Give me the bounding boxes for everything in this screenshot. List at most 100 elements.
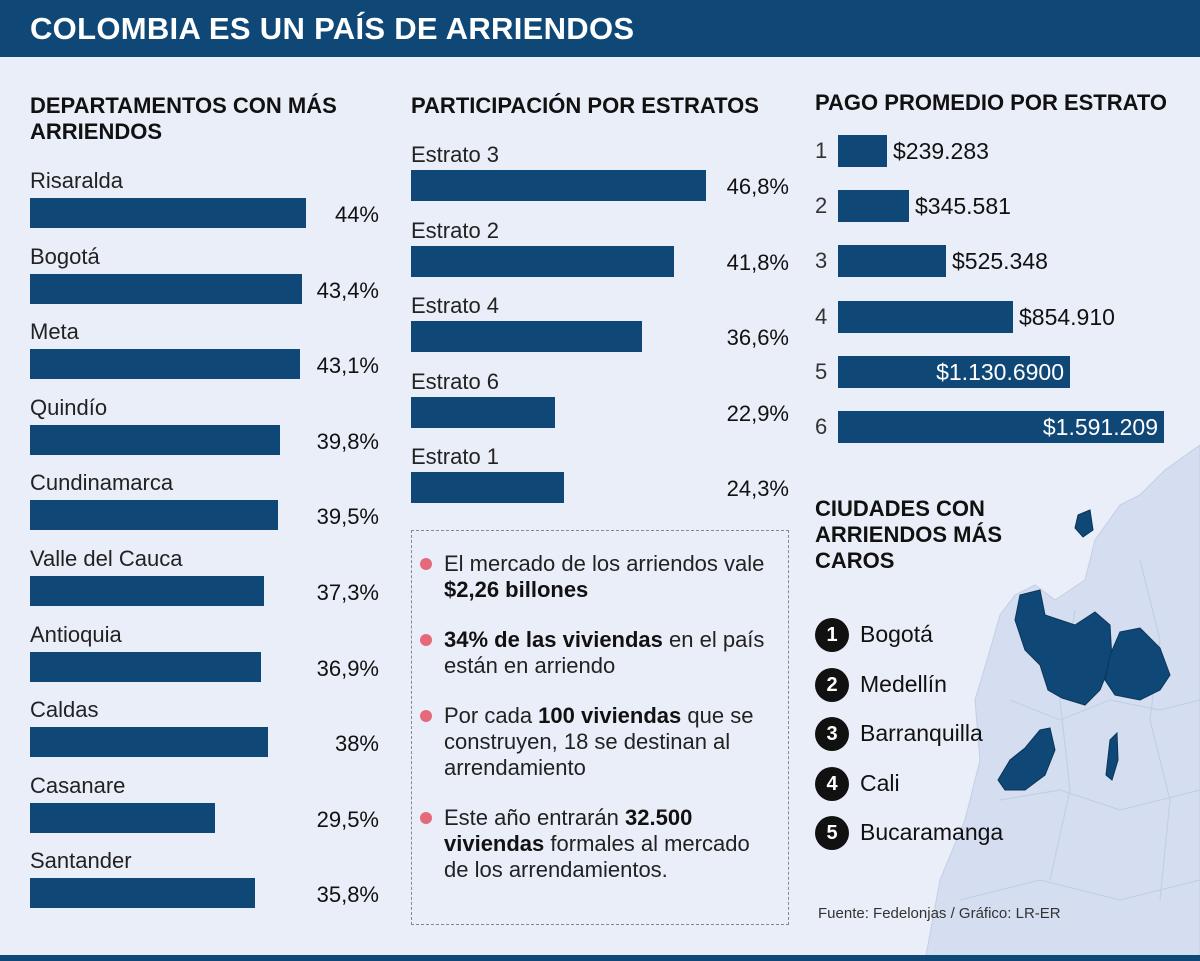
estrato-bar bbox=[411, 396, 555, 428]
page-title: COLOMBIA ES UN PAÍS DE ARRIENDOS bbox=[30, 11, 635, 46]
bullet-dot bbox=[420, 812, 432, 824]
dept-label: Santander bbox=[30, 848, 132, 874]
dept-bar bbox=[30, 651, 261, 682]
note-text: Este año entrarán bbox=[444, 805, 626, 830]
pago-estrato-index: 4 bbox=[815, 303, 828, 329]
bullet-dot bbox=[420, 634, 432, 646]
dept-value: 37,3% bbox=[316, 580, 379, 605]
estrato-bar bbox=[411, 472, 564, 504]
note-item: Este año entrarán 32.500 viviendas forma… bbox=[420, 805, 774, 883]
dept-label: Antioquia bbox=[30, 621, 122, 647]
pago-title: PAGO PROMEDIO POR ESTRATO bbox=[815, 90, 1168, 115]
map-borders bbox=[959, 559, 1200, 901]
estrato-bar bbox=[411, 170, 706, 201]
dept-bar bbox=[30, 802, 215, 833]
region-santander bbox=[1104, 627, 1171, 701]
map-land bbox=[924, 444, 1200, 961]
pago-estrato-index: 6 bbox=[815, 414, 828, 439]
bullet-dot bbox=[420, 558, 432, 570]
note-item: Por cada 100 viviendas que se construyen… bbox=[420, 703, 774, 781]
estrato-value: 24,3% bbox=[726, 476, 789, 502]
city-rank-badge: 4 bbox=[815, 766, 849, 801]
dept-bar bbox=[30, 198, 306, 228]
estrato-value: 36,6% bbox=[726, 325, 789, 351]
city-rank-badge: 3 bbox=[815, 717, 849, 751]
dept-bar bbox=[30, 273, 302, 304]
estrato-label: Estrato 3 bbox=[411, 142, 500, 167]
pago-bar bbox=[838, 135, 887, 167]
note-highlight: 34% de las viviendas bbox=[444, 627, 663, 652]
dept-value: 38% bbox=[334, 731, 379, 757]
ciudades-title: CIUDADES CON ARRIENDOS MÁS CAROS bbox=[815, 496, 1003, 573]
estrato-label: Estrato 2 bbox=[411, 217, 500, 243]
dept-label: Cundinamarca bbox=[30, 470, 174, 496]
estrato-value: 41,8% bbox=[726, 249, 789, 275]
pago-value: $345.581 bbox=[915, 193, 1011, 220]
dept-value: 29,5% bbox=[316, 806, 379, 832]
estrato-value: 46,8% bbox=[726, 174, 789, 199]
dept-value: 39,8% bbox=[316, 428, 379, 454]
estrato-label: Estrato 4 bbox=[411, 293, 500, 319]
dept-bar bbox=[30, 878, 255, 909]
pago-bar bbox=[838, 411, 1164, 443]
footer-bar bbox=[0, 955, 1200, 961]
dept-label: Risaralda bbox=[30, 168, 123, 193]
note-item: El mercado de los arriendos vale $2,26 b… bbox=[420, 551, 774, 603]
pago-value: $1.591.209 bbox=[1042, 414, 1158, 440]
estratos-title: PARTICIPACIÓN POR ESTRATOS bbox=[411, 93, 759, 118]
region-atlantico bbox=[1074, 509, 1094, 538]
pago-estrato-index: 3 bbox=[815, 248, 828, 274]
dept-label: Casanare bbox=[30, 772, 126, 798]
estrato-bar bbox=[411, 245, 674, 277]
note-highlight: 100 viviendas bbox=[538, 703, 682, 728]
city-name: Bogotá bbox=[860, 621, 933, 647]
estrato-label: Estrato 6 bbox=[411, 368, 500, 394]
region-valle bbox=[997, 727, 1056, 791]
pago-value: $525.348 bbox=[952, 248, 1048, 275]
pago-estrato-index: 1 bbox=[815, 138, 828, 163]
departamentos-title: DEPARTAMENTOS CON MÁS ARRIENDOS bbox=[30, 93, 337, 144]
city-name: Bucaramanga bbox=[860, 819, 1004, 845]
dept-value: 43,4% bbox=[316, 277, 379, 303]
pago-bar bbox=[838, 300, 1013, 333]
note-highlight: $2,26 billones bbox=[444, 577, 589, 602]
header-banner: COLOMBIA ES UN PAÍS DE ARRIENDOS bbox=[0, 0, 1200, 57]
note-text: El mercado de los arriendos vale bbox=[444, 551, 765, 576]
dept-bar bbox=[30, 576, 264, 606]
dept-label: Bogotá bbox=[30, 243, 100, 269]
estrato-value: 22,9% bbox=[726, 400, 789, 426]
pago-bar bbox=[838, 355, 1070, 388]
dept-value: 36,9% bbox=[316, 655, 379, 681]
pago-value: $1.130.6900 bbox=[936, 358, 1064, 385]
note-text: Por cada bbox=[444, 703, 539, 728]
dept-label: Meta bbox=[30, 319, 79, 345]
city-rank-badge: 1 bbox=[815, 618, 849, 652]
dept-value: 35,8% bbox=[316, 882, 379, 908]
dept-bar bbox=[30, 349, 300, 380]
city-name: Barranquilla bbox=[860, 720, 983, 746]
pago-bar bbox=[838, 190, 909, 223]
city-name: Medellín bbox=[860, 670, 947, 697]
dept-bar bbox=[30, 500, 278, 531]
pago-value: $854.910 bbox=[1019, 303, 1115, 330]
note-text: en el país están en arriendo bbox=[444, 627, 765, 678]
note-item: 34% de las viviendas en el país están en… bbox=[420, 627, 774, 679]
dept-bar bbox=[30, 424, 280, 455]
dept-label: Caldas bbox=[30, 697, 99, 723]
city-name: Cali bbox=[860, 769, 900, 796]
pago-estrato-index: 2 bbox=[815, 193, 828, 219]
dept-bar bbox=[30, 727, 268, 758]
city-rank-badge: 5 bbox=[815, 816, 849, 850]
dept-value: 44% bbox=[334, 202, 379, 227]
note-text: formales al mercado de los arrendamiento… bbox=[444, 831, 750, 882]
dept-label: Valle del Cauca bbox=[30, 546, 183, 571]
note-highlight: 32.500 viviendas bbox=[444, 805, 693, 856]
note-text: que se construyen, 18 se destinan al arr… bbox=[444, 703, 754, 780]
region-antioquia bbox=[1014, 589, 1113, 706]
dept-value: 43,1% bbox=[316, 353, 379, 379]
pago-bar bbox=[838, 245, 946, 278]
pago-estrato-index: 5 bbox=[815, 358, 828, 384]
notes-box: El mercado de los arriendos vale $2,26 b… bbox=[411, 530, 789, 925]
